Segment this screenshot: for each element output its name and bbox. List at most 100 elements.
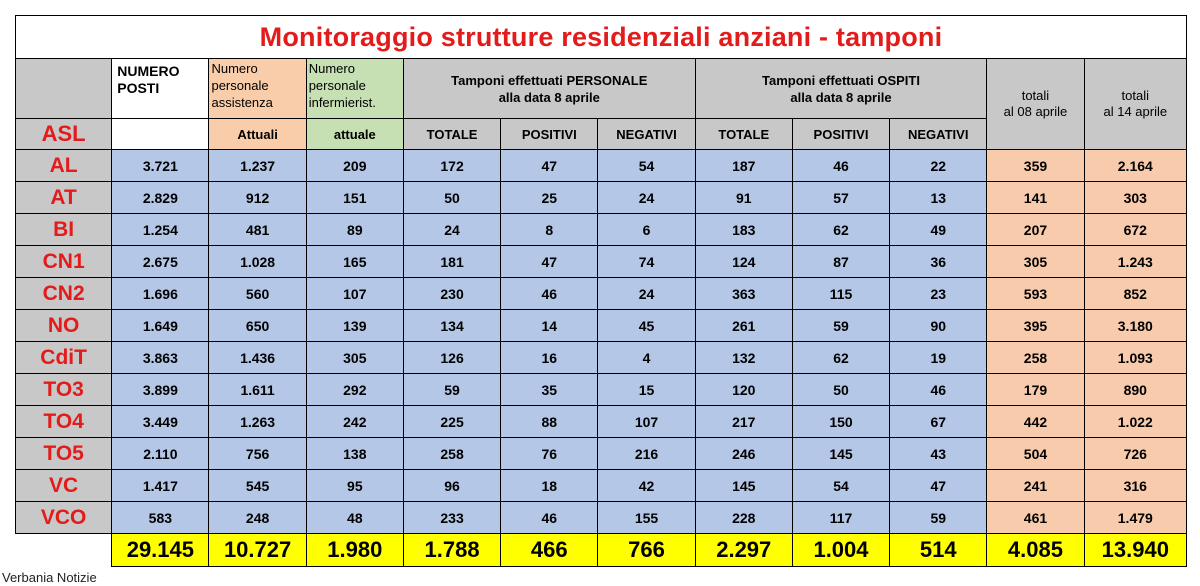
cell-ospiti-negativi: 67: [889, 405, 988, 438]
header-tamponi-personale: Tamponi effettuati PERSONALE alla data 8…: [402, 58, 696, 119]
cell-totali-08: 141: [986, 181, 1085, 214]
cell-ospiti-totale: 120: [694, 373, 793, 406]
header-personale-assistenza: Numero personale assistenza: [208, 58, 307, 119]
cell-personale-infermieristico: 95: [305, 469, 404, 502]
table-row: VCO 583 248 48 233 46 155 228 117 59 461 1.479: [14, 501, 1188, 534]
cell-ospiti-totale: 145: [694, 469, 793, 502]
cell-ospiti-negativi: 90: [889, 309, 988, 342]
cell-totali-14: 1.243: [1083, 245, 1188, 278]
asl-name: NO: [14, 309, 113, 342]
cell-numero-posti: 1.417: [111, 469, 210, 502]
cell-personale-positivi: 88: [500, 405, 599, 438]
asl-name: VCO: [14, 501, 113, 534]
cell-personale-assistenza: 1.263: [208, 405, 307, 438]
cell-personale-totale: 24: [402, 213, 502, 246]
cell-numero-posti: 583: [111, 501, 210, 534]
cell-ospiti-negativi: 46: [889, 373, 988, 406]
cell-personale-totale: 50: [402, 181, 502, 214]
cell-personale-assistenza: 248: [208, 501, 307, 534]
total-totali-14-aprile: 13.940: [1083, 533, 1188, 567]
cell-personale-infermieristico: 151: [305, 181, 404, 214]
cell-personale-infermieristico: 292: [305, 373, 404, 406]
table-row: VC 1.417 545 95 96 18 42 145 54 47 241 316: [14, 469, 1188, 502]
header-tamponi-ospiti-line2: alla data 8 aprile: [790, 89, 892, 105]
cell-ospiti-positivi: 150: [791, 405, 891, 438]
cell-totali-14: 1.022: [1083, 405, 1188, 438]
monitoring-table: Monitoraggio strutture residenziali anzi…: [14, 15, 1188, 567]
cell-personale-infermieristico: 48: [305, 501, 404, 534]
header-numero-posti: NUMERO POSTI: [111, 58, 210, 119]
cell-ospiti-positivi: 87: [791, 245, 891, 278]
cell-ospiti-totale: 363: [694, 277, 793, 310]
cell-personale-positivi: 46: [500, 277, 599, 310]
cell-personale-totale: 233: [402, 501, 502, 534]
header-tamponi-ospiti: Tamponi effettuati OSPITI alla data 8 ap…: [694, 58, 988, 119]
table-row: TO4 3.449 1.263 242 225 88 107 217 150 67 442 1.022: [14, 405, 1188, 438]
cell-personale-positivi: 16: [500, 341, 599, 374]
cell-personale-assistenza: 912: [208, 181, 307, 214]
cell-numero-posti: 2.829: [111, 181, 210, 214]
cell-personale-totale: 225: [402, 405, 502, 438]
cell-totali-14: 2.164: [1083, 149, 1188, 182]
page-title: Monitoraggio strutture residenziali anzi…: [15, 15, 1187, 59]
subheader-attuali: Attuali: [208, 118, 307, 150]
asl-name: TO4: [14, 405, 113, 438]
table-row: NO 1.649 650 139 134 14 45 261 59 90 395 3.180: [14, 309, 1188, 342]
cell-totali-14: 672: [1083, 213, 1188, 246]
cell-ospiti-positivi: 115: [791, 277, 891, 310]
cell-personale-negativi: 155: [597, 501, 696, 534]
cell-totali-14: 3.180: [1083, 309, 1188, 342]
source-credit: Verbania Notizie: [2, 570, 97, 585]
total-totali-08-aprile: 4.085: [986, 533, 1085, 567]
header-totali-14-line2: al 14 aprile: [1103, 104, 1168, 119]
cell-personale-negativi: 54: [597, 149, 696, 182]
cell-personale-positivi: 47: [500, 149, 599, 182]
totals-label-blank: [15, 533, 112, 567]
cell-personale-positivi: 18: [500, 469, 599, 502]
cell-numero-posti: 2.675: [111, 245, 210, 278]
cell-ospiti-negativi: 59: [889, 501, 988, 534]
cell-personale-infermieristico: 209: [305, 149, 404, 182]
subheader-negativi-personale: NEGATIVI: [597, 118, 696, 150]
cell-ospiti-totale: 187: [694, 149, 793, 182]
cell-totali-08: 593: [986, 277, 1085, 310]
cell-personale-totale: 126: [402, 341, 502, 374]
cell-numero-posti: 1.649: [111, 309, 210, 342]
cell-personale-infermieristico: 107: [305, 277, 404, 310]
cell-ospiti-negativi: 49: [889, 213, 988, 246]
cell-ospiti-negativi: 13: [889, 181, 988, 214]
cell-personale-totale: 59: [402, 373, 502, 406]
table-row: TO5 2.110 756 138 258 76 216 246 145 43 504 726: [14, 437, 1188, 470]
total-tamponi-ospiti-negativi: 514: [889, 533, 988, 567]
cell-personale-negativi: 15: [597, 373, 696, 406]
header-totali-14-line1: totali: [1121, 88, 1150, 103]
cell-personale-infermieristico: 89: [305, 213, 404, 246]
cell-numero-posti: 1.254: [111, 213, 210, 246]
asl-name: AL: [14, 149, 113, 182]
cell-personale-negativi: 216: [597, 437, 696, 470]
header-totali-08-line1: totali: [1021, 88, 1050, 103]
table-row: BI 1.254 481 89 24 8 6 183 62 49 207 672: [14, 213, 1188, 246]
table-row: AT 2.829 912 151 50 25 24 91 57 13 141 303: [14, 181, 1188, 214]
cell-personale-positivi: 47: [500, 245, 599, 278]
data-rows: AL 3.721 1.237 209 172 47 54 187 46 22 359 2.164 AT 2…: [14, 149, 1188, 534]
cell-personale-positivi: 8: [500, 213, 599, 246]
subheader-totale-personale: TOTALE: [402, 118, 502, 150]
header-totali-08-aprile: totali al 08 aprile: [986, 58, 1085, 150]
cell-totali-14: 852: [1083, 277, 1188, 310]
subheader-blank: [111, 118, 210, 150]
cell-personale-assistenza: 1.436: [208, 341, 307, 374]
cell-totali-14: 890: [1083, 373, 1188, 406]
cell-personale-totale: 258: [402, 437, 502, 470]
cell-personale-infermieristico: 305: [305, 341, 404, 374]
cell-personale-negativi: 24: [597, 181, 696, 214]
cell-ospiti-positivi: 46: [791, 149, 891, 182]
cell-personale-positivi: 46: [500, 501, 599, 534]
table-row: AL 3.721 1.237 209 172 47 54 187 46 22 359 2.164: [14, 149, 1188, 182]
cell-totali-08: 442: [986, 405, 1085, 438]
asl-name: TO5: [14, 437, 113, 470]
cell-personale-negativi: 45: [597, 309, 696, 342]
subheader-attuale: attuale: [305, 118, 404, 150]
cell-personale-positivi: 35: [500, 373, 599, 406]
cell-ospiti-positivi: 54: [791, 469, 891, 502]
